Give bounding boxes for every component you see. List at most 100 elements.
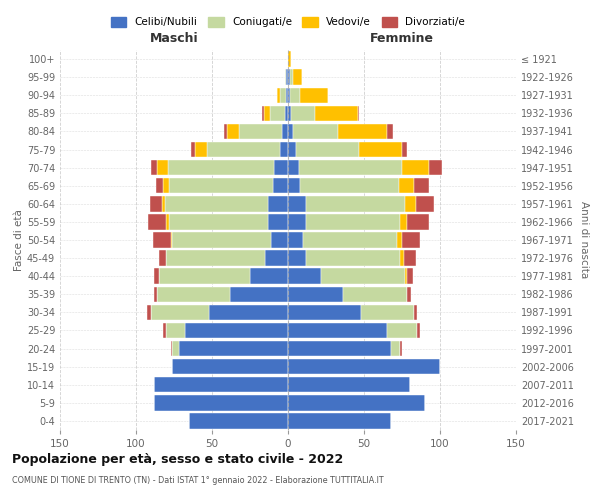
Bar [316,106,358,121]
Bar [263,106,270,121]
Bar [400,250,404,266]
Bar [166,250,265,266]
Bar [274,160,288,176]
Bar [208,142,280,157]
Bar [402,232,420,248]
Bar [405,268,407,284]
Bar [416,196,434,212]
Bar [288,214,306,230]
Bar [288,359,440,374]
Bar [166,323,185,338]
Bar [268,196,288,212]
Bar [230,286,288,302]
Bar [262,106,263,121]
Bar [288,88,290,103]
Bar [156,178,163,194]
Bar [291,106,316,121]
Bar [154,377,288,392]
Bar [361,304,414,320]
Bar [397,232,402,248]
Bar [306,214,400,230]
Bar [303,232,397,248]
Bar [288,304,361,320]
Bar [414,304,417,320]
Bar [288,196,306,212]
Bar [299,160,402,176]
Bar [286,70,288,85]
Bar [149,196,162,212]
Bar [189,414,288,428]
Bar [407,214,430,230]
Bar [288,70,290,85]
Bar [209,304,288,320]
Bar [290,70,293,85]
Bar [343,286,407,302]
Bar [405,196,416,212]
Bar [407,268,413,284]
Bar [159,268,250,284]
Bar [430,160,442,176]
Bar [306,250,400,266]
Bar [417,323,420,338]
Bar [402,160,430,176]
Bar [191,142,195,157]
Bar [338,124,387,139]
Bar [300,178,399,194]
Bar [172,359,288,374]
Bar [288,268,322,284]
Bar [169,178,273,194]
Bar [414,178,430,194]
Bar [288,160,299,176]
Bar [285,106,288,121]
Bar [268,214,288,230]
Bar [387,323,417,338]
Bar [179,341,288,356]
Bar [277,88,280,103]
Text: Femmine: Femmine [370,32,434,44]
Bar [162,196,165,212]
Text: Popolazione per età, sesso e stato civile - 2022: Popolazione per età, sesso e stato civil… [12,452,343,466]
Bar [288,323,387,338]
Bar [146,304,151,320]
Bar [300,88,328,103]
Bar [306,196,405,212]
Bar [399,178,414,194]
Bar [271,232,288,248]
Bar [288,124,293,139]
Bar [288,377,410,392]
Bar [273,178,288,194]
Bar [280,142,288,157]
Bar [288,232,303,248]
Y-axis label: Fasce di età: Fasce di età [14,209,24,271]
Bar [288,52,291,66]
Bar [148,214,166,230]
Bar [224,124,227,139]
Bar [157,160,168,176]
Bar [286,88,288,103]
Bar [151,304,209,320]
Bar [153,232,171,248]
Bar [285,70,286,85]
Bar [404,250,416,266]
Bar [288,142,296,157]
Y-axis label: Anni di nascita: Anni di nascita [580,202,589,278]
Bar [185,323,288,338]
Bar [282,124,288,139]
Bar [172,341,179,356]
Text: Maschi: Maschi [149,32,199,44]
Bar [154,286,157,302]
Bar [163,323,166,338]
Bar [195,142,208,157]
Bar [239,124,282,139]
Bar [171,341,172,356]
Bar [293,70,302,85]
Bar [151,160,157,176]
Bar [288,286,343,302]
Bar [288,341,391,356]
Bar [391,341,400,356]
Bar [154,395,288,410]
Bar [159,250,166,266]
Bar [288,250,306,266]
Bar [387,124,393,139]
Bar [157,286,230,302]
